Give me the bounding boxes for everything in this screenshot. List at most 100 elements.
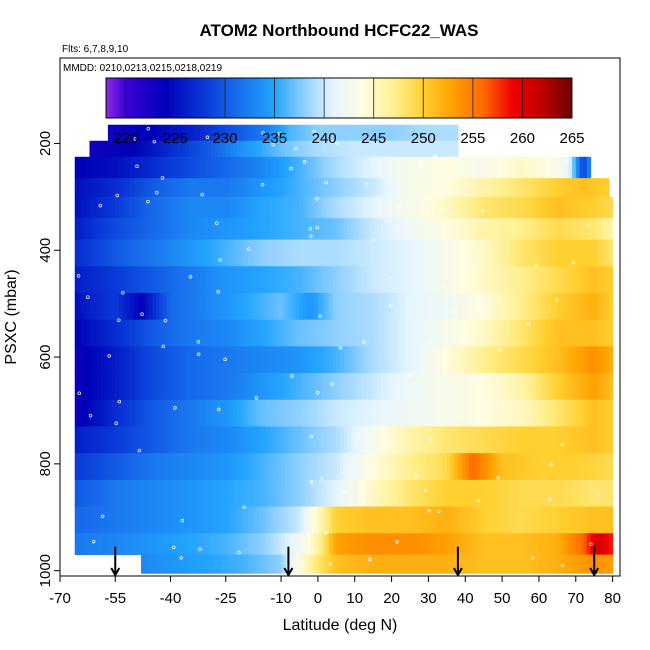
- heatmap-cell: [314, 346, 319, 374]
- heatmap-cell: [233, 399, 238, 427]
- heatmap-cell: [343, 479, 348, 507]
- heatmap-cell: [222, 506, 227, 534]
- heatmap-cell: [200, 178, 205, 198]
- heatmap-cell: [340, 178, 345, 198]
- heatmap-cell: [137, 140, 142, 158]
- heatmap-cell: [417, 506, 422, 534]
- heatmap-cell: [306, 533, 312, 556]
- heatmap-cell: [284, 373, 290, 401]
- heatmap-cell: [118, 399, 124, 427]
- heatmap-cell: [347, 319, 352, 347]
- heatmap-cell: [553, 426, 558, 454]
- heatmap-cell: [244, 196, 249, 219]
- heatmap-cell: [126, 239, 131, 267]
- heatmap-cell: [432, 178, 437, 198]
- heatmap-cell: [575, 319, 581, 347]
- heatmap-cell: [262, 506, 267, 534]
- heatmap-cell: [130, 426, 135, 454]
- heatmap-cell: [380, 506, 385, 534]
- heatmap-cell: [200, 124, 205, 142]
- heatmap-cell: [310, 554, 315, 574]
- sample-marker: [530, 556, 535, 560]
- heatmap-cell: [450, 218, 455, 240]
- heatmap-cell: [527, 319, 533, 347]
- heatmap-cell: [74, 319, 80, 347]
- heatmap-cell: [288, 533, 293, 556]
- heatmap-cell: [568, 453, 573, 481]
- heatmap-cell: [244, 373, 249, 401]
- heatmap-cell: [218, 533, 223, 556]
- heatmap-cell: [450, 196, 455, 219]
- heatmap-cell: [476, 479, 481, 507]
- heatmap-cell: [115, 319, 120, 347]
- heatmap-cell: [170, 554, 175, 574]
- heatmap-cell: [96, 479, 102, 507]
- heatmap-cell: [520, 239, 525, 267]
- heatmap-cell: [502, 178, 507, 198]
- sample-marker: [357, 435, 361, 440]
- heatmap-cell: [118, 196, 124, 219]
- heatmap-cell: [384, 239, 389, 267]
- heatmap-cell: [557, 218, 562, 240]
- heatmap-cell: [225, 399, 231, 427]
- heatmap-cell: [380, 140, 385, 158]
- heatmap-cell: [465, 453, 470, 481]
- colorbar-tick-label: 225: [163, 130, 188, 147]
- heatmap-cell: [476, 373, 481, 401]
- heatmap-cell: [516, 266, 522, 294]
- heatmap-cell: [384, 373, 389, 401]
- heatmap-cell: [516, 196, 522, 219]
- heatmap-cell: [273, 399, 278, 427]
- heatmap-cell: [343, 426, 348, 454]
- heatmap-cell: [336, 218, 341, 240]
- heatmap-cell: [513, 479, 518, 507]
- heatmap-cell: [295, 124, 301, 142]
- heatmap-cell: [96, 319, 102, 347]
- heatmap-cell: [398, 426, 404, 454]
- heatmap-cell: [483, 292, 488, 321]
- heatmap-cell: [380, 218, 385, 240]
- heatmap-cell: [229, 178, 234, 198]
- heatmap-cell: [258, 506, 264, 534]
- heatmap-cell: [524, 319, 529, 347]
- heatmap-cell: [118, 319, 124, 347]
- heatmap-cell: [277, 178, 282, 198]
- heatmap-cell: [572, 218, 577, 240]
- heatmap-cell: [222, 124, 227, 142]
- heatmap-cell: [546, 196, 551, 219]
- heatmap-cell: [211, 218, 216, 240]
- heatmap-cell: [446, 453, 452, 481]
- heatmap-cell: [107, 373, 113, 401]
- heatmap-cell: [163, 399, 168, 427]
- heatmap-cell: [188, 319, 194, 347]
- heatmap-cell: [303, 156, 308, 179]
- heatmap-cell: [262, 533, 267, 556]
- heatmap-cell: [520, 426, 525, 454]
- heatmap-cell: [118, 218, 124, 240]
- heatmap-cell: [564, 218, 570, 240]
- heatmap-cell: [340, 124, 345, 142]
- heatmap-cell: [130, 453, 135, 481]
- heatmap-cell: [362, 292, 367, 321]
- heatmap-cell: [376, 399, 382, 427]
- heatmap-cell: [572, 319, 577, 347]
- heatmap-cell: [527, 479, 533, 507]
- heatmap-cell: [207, 554, 212, 574]
- heatmap-cell: [538, 346, 544, 374]
- heatmap-cell: [277, 533, 282, 556]
- heatmap-cell: [568, 346, 573, 374]
- heatmap-cell: [207, 266, 212, 294]
- heatmap-cell: [163, 319, 168, 347]
- heatmap-cell: [214, 196, 220, 219]
- heatmap-cell: [314, 140, 319, 158]
- heatmap-cell: [428, 292, 433, 321]
- heatmap-cell: [336, 533, 341, 556]
- heatmap-cell: [325, 319, 330, 347]
- heatmap-cell: [336, 399, 341, 427]
- heatmap-cell: [480, 453, 485, 481]
- heatmap-cell: [295, 479, 301, 507]
- heatmap-cell: [498, 319, 503, 347]
- heatmap-cell: [524, 506, 529, 534]
- heatmap-cell: [200, 239, 205, 267]
- heatmap-cell: [270, 218, 275, 240]
